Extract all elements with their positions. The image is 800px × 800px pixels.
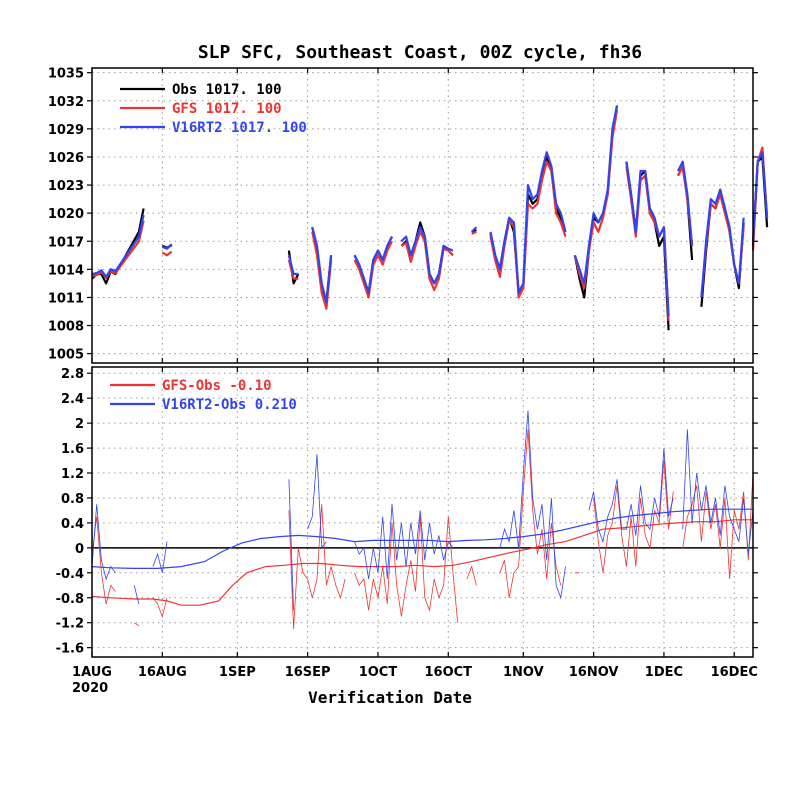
y-tick-label: 1020 bbox=[48, 207, 84, 222]
y-tick-label: 1026 bbox=[48, 151, 84, 166]
y-tick-label: 0.8 bbox=[61, 492, 84, 507]
y-tick-label: 1005 bbox=[48, 348, 84, 363]
y-tick-label: 1032 bbox=[48, 95, 84, 110]
x-tick-label: 16AUG bbox=[138, 665, 187, 680]
y-tick-label: 0.4 bbox=[61, 517, 84, 532]
x-tick-label: 16OCT bbox=[425, 665, 473, 680]
y-tick-label: -0.4 bbox=[56, 567, 84, 582]
y-tick-label: 0 bbox=[75, 542, 84, 557]
y-tick-label: 2 bbox=[75, 417, 84, 432]
x-axis-label: Verification Date bbox=[308, 688, 472, 707]
pressure-legend: Obs 1017. 100 GFS 1017. 100 V16RT2 1017. 1… bbox=[120, 82, 307, 136]
series-mean-v16rt2-obs bbox=[91, 508, 753, 569]
pressure-panel: 1005 1008 1011 1014 1017 1020 1023 1026 1029 1032… bbox=[48, 67, 769, 364]
series-daily-v16rt2-obs bbox=[91, 410, 754, 611]
difference-panel-frame bbox=[91, 366, 754, 658]
y-tick-label: 1.6 bbox=[61, 442, 84, 457]
x-axis-year-label: 2020 bbox=[72, 681, 108, 696]
x-tick-label: 1NOV bbox=[503, 665, 544, 680]
chart-title: SLP SFC, Southeast Coast, 00Z cycle, fh3… bbox=[198, 42, 642, 63]
y-tick-label: 1023 bbox=[48, 179, 84, 194]
y-tick-label: 2.4 bbox=[61, 392, 84, 407]
series-daily-gfs-obs bbox=[91, 429, 754, 629]
difference-legend: GFS-Obs -0.10 V16RT2-Obs 0.210 bbox=[110, 378, 297, 413]
x-tick-label: 16NOV bbox=[569, 665, 619, 680]
x-tick-label: 1DEC bbox=[645, 665, 683, 680]
x-axis: 1AUG 16AUG 1SEP 16SEP 1OCT 16OCT 1NOV 16NOV 1DEC… bbox=[72, 68, 758, 680]
legend-entry-v16rt2-obs: V16RT2-Obs 0.210 bbox=[162, 397, 297, 413]
y-tick-label: 1014 bbox=[48, 263, 84, 278]
x-tick-label: 16DEC bbox=[711, 665, 758, 680]
difference-panel: -1.6 -1.2 -0.8 -0.4 0 0.4 0.8 1.2 1.6 2 2.4 2.8 GFS… bbox=[56, 366, 758, 658]
legend-entry-v16rt2: V16RT2 1017. 100 bbox=[172, 120, 307, 136]
series-line-v16rt2 bbox=[91, 105, 769, 317]
legend-entry-obs: Obs 1017. 100 bbox=[172, 82, 282, 98]
y-tick-label: 1035 bbox=[48, 67, 84, 82]
y-tick-label: -1.6 bbox=[56, 642, 84, 657]
legend-entry-gfs-obs: GFS-Obs -0.10 bbox=[162, 378, 272, 394]
series-line-obs bbox=[91, 105, 769, 331]
x-tick-label: 1OCT bbox=[359, 665, 398, 680]
y-tick-label: 1011 bbox=[48, 291, 84, 306]
y-tick-label: 1029 bbox=[48, 123, 84, 138]
y-tick-label: 1017 bbox=[48, 235, 84, 250]
y-tick-label: -1.2 bbox=[56, 617, 84, 632]
y-tick-label: 1008 bbox=[48, 320, 84, 335]
x-tick-label: 16SEP bbox=[285, 665, 331, 680]
y-tick-label: 1.2 bbox=[61, 467, 84, 482]
y-tick-label: -0.8 bbox=[56, 592, 84, 607]
series-mean-gfs-obs bbox=[91, 519, 753, 606]
legend-entry-gfs: GFS 1017. 100 bbox=[172, 101, 282, 117]
x-tick-label: 1SEP bbox=[219, 665, 256, 680]
pressure-panel-frame bbox=[91, 67, 754, 364]
x-tick-label: 1AUG bbox=[72, 665, 112, 680]
y-tick-label: 2.8 bbox=[61, 367, 84, 382]
